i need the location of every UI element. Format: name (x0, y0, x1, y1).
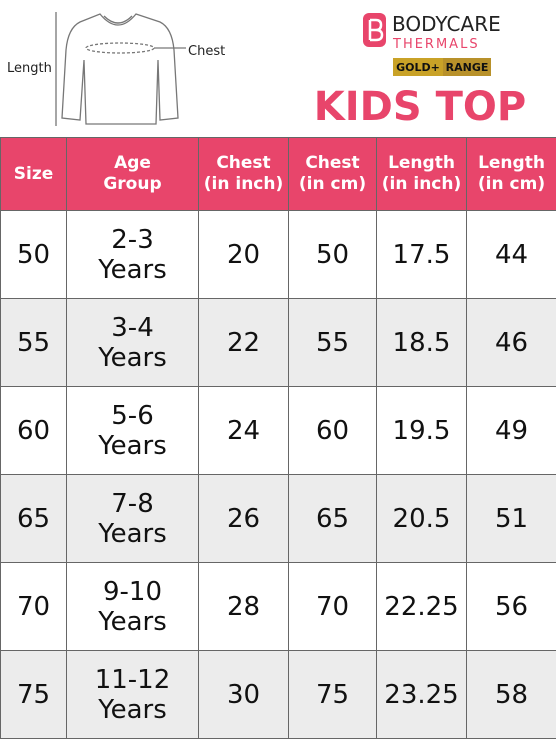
line: 7-8 (111, 488, 154, 519)
line: Years (98, 606, 167, 637)
cell: 60 (288, 386, 377, 475)
cell: 2-3 Years (66, 210, 199, 299)
cell: 24 (198, 386, 289, 475)
cell: 58 (466, 650, 556, 739)
cell: 30 (198, 650, 289, 739)
cell: 5-6 Years (66, 386, 199, 475)
length-label: Length (7, 61, 52, 76)
cell: 18.5 (376, 298, 467, 387)
cell: 22 (198, 298, 289, 387)
brand: BODYCARE (392, 12, 501, 36)
cell: 9-10 Years (66, 562, 199, 651)
cell: 65 (0, 474, 67, 563)
line: Chest (305, 153, 360, 173)
cell: 70 (0, 562, 67, 651)
title: KIDS TOP (314, 84, 526, 130)
column-header: Age Group (66, 137, 199, 211)
cell: 75 (288, 650, 377, 739)
cell: 7-8 Years (66, 474, 199, 563)
row: 70 9-10 Years 28 70 22.25 56 (0, 562, 556, 651)
line: Group (103, 174, 162, 194)
badge-bg (393, 58, 443, 76)
cell: 19.5 (376, 386, 467, 475)
line: Length (478, 153, 545, 173)
column-header: Chest (in inch) (198, 137, 289, 211)
cell: 3-4 Years (66, 298, 199, 387)
row: 65 7-8 Years 26 65 20.5 51 (0, 474, 556, 563)
line: (in cm) (477, 174, 546, 194)
logo-mark (368, 18, 384, 42)
row: 75 11-12 Years 30 75 23.25 58 (0, 650, 556, 739)
column-header: Chest (in cm) (288, 137, 377, 211)
header-row: Size Age Group Chest (in inch) Chest (in cm) Le… (0, 137, 556, 211)
cell: 20.5 (376, 474, 467, 563)
cell: 22.25 (376, 562, 467, 651)
sub-brand: THERMALS (392, 37, 480, 52)
column-header: Length (in inch) (376, 137, 467, 211)
line: (in inch) (203, 174, 284, 194)
cell: 20 (198, 210, 289, 299)
cell: 17.5 (376, 210, 467, 299)
badge-text: GOLD+ (396, 61, 440, 74)
cell: 55 (0, 298, 67, 387)
cell: 50 (0, 210, 67, 299)
line: Years (98, 430, 167, 461)
line: Years (98, 342, 167, 373)
cell: 44 (466, 210, 556, 299)
line: Years (98, 518, 167, 549)
size-table: Size Age Group Chest (in inch) Chest (in cm) Le… (0, 137, 556, 739)
cell: 23.25 (376, 650, 467, 739)
line: (in inch) (381, 174, 462, 194)
row: 55 3-4 Years 22 55 18.5 46 (0, 298, 556, 387)
line: (in cm) (298, 174, 367, 194)
cell: 65 (288, 474, 377, 563)
line: Years (98, 254, 167, 285)
line: Age (114, 153, 151, 173)
line: Years (98, 694, 167, 725)
line: Size (13, 163, 54, 184)
badge-bg (443, 58, 491, 76)
cell: 46 (466, 298, 556, 387)
cell: 50 (288, 210, 377, 299)
cell: 56 (466, 562, 556, 651)
header: Length Chest BODYCARE THERMALS GOLD+ RAN… (7, 12, 526, 130)
line: Chest (216, 153, 271, 173)
cell: 70 (288, 562, 377, 651)
cell: 55 (288, 298, 377, 387)
line: 2-3 (111, 224, 154, 255)
line: 11-12 (94, 664, 171, 695)
line: 9-10 (102, 576, 162, 607)
cell: 11-12 Years (66, 650, 199, 739)
column-header: Size (0, 137, 67, 211)
line: 3-4 (111, 312, 154, 343)
line: Length (388, 153, 455, 173)
cell: 49 (466, 386, 556, 475)
row: 50 2-3 Years 20 50 17.5 44 (0, 210, 556, 299)
cell: 60 (0, 386, 67, 475)
garment-sketch (55, 12, 186, 126)
cell: 26 (198, 474, 289, 563)
chest-label: Chest (188, 44, 225, 59)
line: 5-6 (111, 400, 154, 431)
row: 60 5-6 Years 24 60 19.5 49 (0, 386, 556, 475)
cell: 75 (0, 650, 67, 739)
cell: 28 (198, 562, 289, 651)
column-header: Length (in cm) (466, 137, 556, 211)
badge-text: RANGE (446, 61, 489, 74)
cell: 51 (466, 474, 556, 563)
